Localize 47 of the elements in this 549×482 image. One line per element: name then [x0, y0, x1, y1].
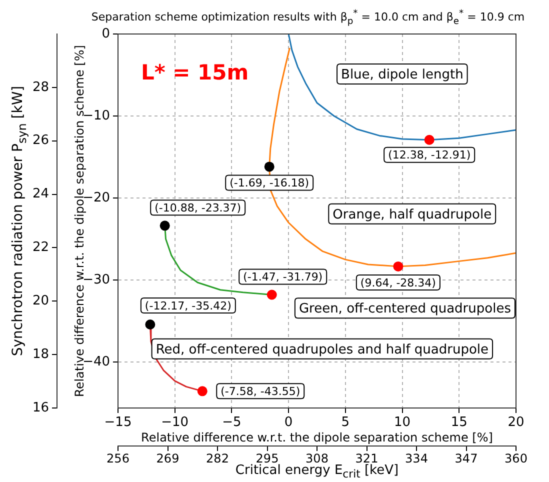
x-axis-title: Relative difference w.r.t. the dipole separation scheme [%] [141, 430, 493, 445]
x2-tick-label: 269 [156, 451, 180, 466]
x-tick-label: −10 [161, 415, 189, 430]
y2-tick-label: 24 [32, 186, 49, 202]
point [197, 386, 208, 396]
x2-tick-label: 347 [454, 451, 478, 466]
x2-tick-label: 360 [504, 451, 528, 466]
x-tick-label: 15 [450, 415, 468, 430]
y2-tick-label: 22 [32, 240, 49, 256]
x2-tick-label: 295 [256, 451, 279, 466]
x-tick-label: −5 [222, 415, 242, 430]
y2-tick-label: 20 [32, 294, 49, 309]
annotation: (12.38, -12.91) [388, 148, 471, 162]
annotation: (-10.88, -23.37) [154, 202, 242, 215]
point [160, 220, 170, 231]
annotation: (-1.47, -31.79) [243, 270, 323, 284]
x2-tick-label: 256 [106, 451, 130, 466]
x2-tick-label: 308 [306, 451, 328, 466]
point [424, 134, 434, 145]
annotation: Green, off-centered quadrupoles [298, 302, 512, 317]
point [266, 290, 277, 300]
x2-tick-label: 321 [355, 451, 378, 466]
annotation: (-1.69, -16.18) [230, 176, 310, 190]
annotation: (9.64, -28.34) [360, 276, 436, 290]
x-tick-label: 20 [508, 415, 524, 430]
annotation: Orange, half quadrupole [332, 207, 492, 222]
annotation: (-7.58, -43.55) [220, 385, 300, 398]
annotation: Red, off-centered quadrupoles and half quadrupole [156, 342, 489, 358]
x-tick-label: 10 [394, 415, 411, 430]
x2-tick-label: 282 [206, 451, 229, 466]
y2-tick-label: 26 [32, 133, 49, 148]
x-tick-label: −15 [104, 415, 132, 430]
y2-tick-label: 28 [32, 80, 49, 95]
y2-tick-label: 16 [32, 400, 49, 416]
y2-tick-label: 18 [32, 346, 49, 362]
annotation: Blue, dipole length [341, 67, 464, 82]
x2-axis-title: Critical energy E$_{crit}$ [keV] [235, 462, 399, 480]
chart-title: Separation scheme optimization results with β$_{p}$$^{*}$ = 10.0 cm and β$_{e}$$^{*}$ = 10.9 cm [91, 8, 525, 27]
x-tick-label: 5 [341, 415, 350, 430]
point [264, 162, 274, 172]
x-tick-label: 0 [284, 415, 293, 430]
point [145, 320, 156, 330]
annotation: (-12.17, -35.42) [144, 299, 232, 312]
y-tick-label: 0 [102, 26, 110, 42]
annotation: L* = 15m [140, 60, 249, 84]
x2-tick-label: 334 [405, 451, 428, 466]
point [393, 261, 404, 272]
